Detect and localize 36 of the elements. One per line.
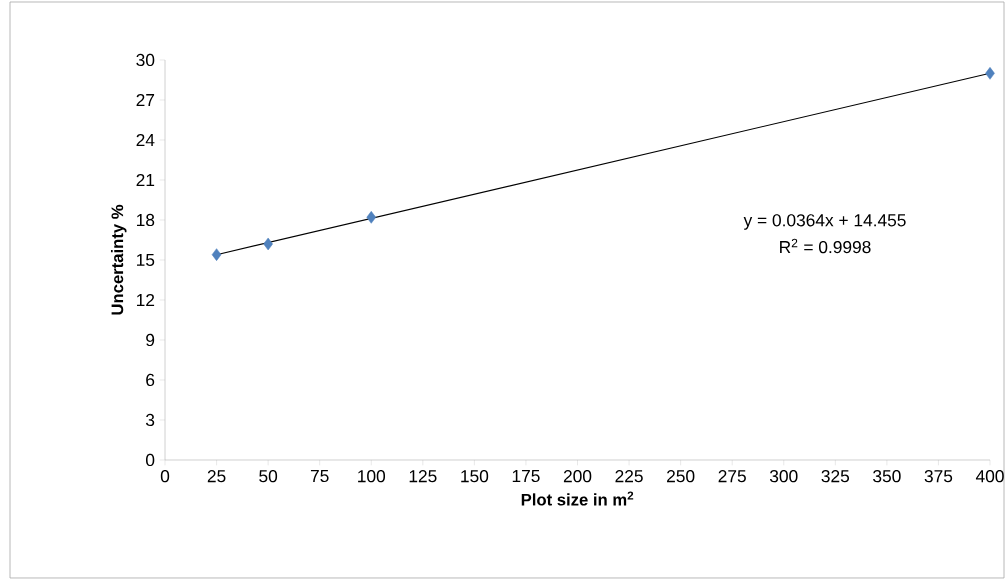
annotation: y = 0.0364x + 14.455: [743, 214, 906, 230]
x-tick-label: 300: [769, 470, 798, 483]
point: [366, 211, 377, 224]
y-tick-label: 0: [145, 453, 155, 467]
y-tick-label: 27: [136, 93, 155, 107]
x-tick-label: 325: [821, 470, 850, 483]
x-axis-title: Plot size in m$^{2}$: [521, 491, 634, 506]
point: [985, 67, 995, 80]
y-tick-label: 18: [137, 213, 155, 227]
x-tick-label: 225: [615, 470, 643, 483]
x-tick-label: 0: [160, 470, 170, 483]
x-tick-label: 75: [310, 470, 329, 483]
x-tick-label: 25: [207, 470, 226, 483]
x-tick-label: 250: [667, 470, 695, 483]
x-tick-label: 200: [563, 470, 592, 483]
x-tick-label: 150: [461, 470, 489, 483]
x-tick-label: 100: [358, 470, 386, 483]
y-tick-label: 6: [146, 373, 155, 387]
x-tick-label: 50: [259, 470, 278, 483]
y-tick-label: 24: [136, 133, 155, 147]
x-tick-label: 275: [718, 470, 746, 483]
x-tick-label: 125: [409, 470, 437, 483]
point: [211, 248, 222, 261]
x-tick-label: 375: [924, 470, 953, 483]
x-tick-label: 350: [873, 470, 901, 483]
y-tick-label: 15: [137, 253, 155, 267]
y-tick-label: 9: [146, 333, 155, 347]
annotation: R$^{2}$ = 0.9998: [780, 238, 871, 254]
y-axis-title: Uncertainty %: [110, 204, 127, 315]
point: [263, 237, 273, 251]
y-tick-label: 30: [136, 53, 155, 67]
x-tick-label: 175: [512, 470, 540, 483]
y-tick-label: 21: [136, 173, 155, 187]
y-tick-label: 12: [137, 293, 155, 307]
x-tick-label: 400: [975, 470, 1004, 483]
y-tick-label: 3: [145, 413, 155, 427]
